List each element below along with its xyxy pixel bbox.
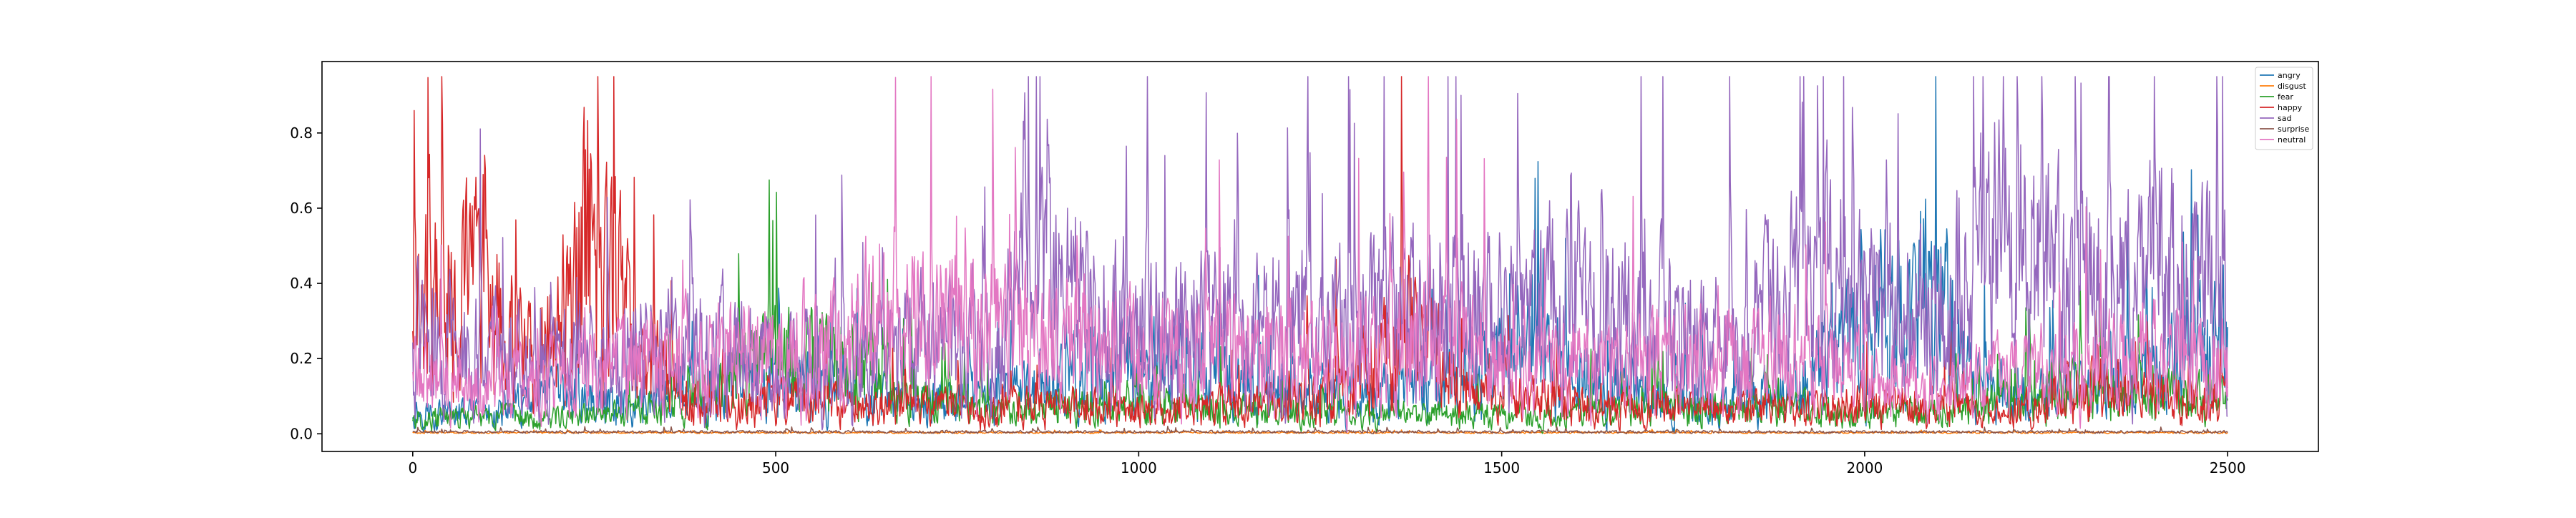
- legend-label-sad: sad: [2278, 114, 2291, 123]
- x-tick-label: 0: [408, 459, 417, 477]
- x-tick-label: 2000: [1846, 459, 1883, 477]
- series-layer: [412, 76, 2228, 435]
- y-tick-label: 0.6: [290, 200, 313, 217]
- legend-label-neutral: neutral: [2278, 135, 2306, 145]
- legend-label-angry: angry: [2278, 71, 2301, 80]
- series-line-surprise: [412, 426, 2228, 435]
- x-axis: 0 500 1000 1500 2000 2500: [408, 451, 2246, 477]
- y-tick-label: 0.4: [290, 275, 313, 292]
- series-line-neutral: [412, 76, 2228, 433]
- legend-label-happy: happy: [2278, 103, 2303, 112]
- plot-area-frame: [321, 61, 2319, 452]
- legend-label-disgust: disgust: [2278, 82, 2306, 91]
- legend-label-fear: fear: [2278, 92, 2293, 102]
- y-tick-label: 0.2: [290, 350, 313, 367]
- y-tick-label: 0.0: [290, 425, 313, 442]
- x-tick-label: 1500: [1483, 459, 1520, 477]
- legend-label-surprise: surprise: [2278, 124, 2310, 134]
- y-axis: 0.0 0.2 0.4 0.6 0.8: [290, 124, 322, 442]
- x-tick-label: 500: [762, 459, 789, 477]
- x-tick-label: 2500: [2210, 459, 2246, 477]
- x-tick-label: 1000: [1121, 459, 1157, 477]
- y-tick-label: 0.8: [290, 124, 313, 142]
